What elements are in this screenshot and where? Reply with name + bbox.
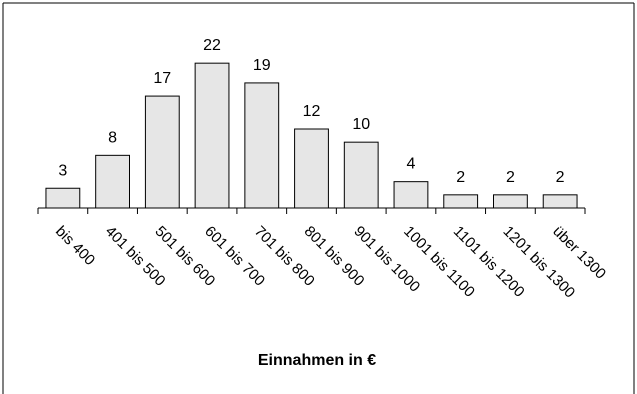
bar-value-label: 19	[253, 57, 271, 74]
bar	[343, 141, 379, 209]
bar-value-label: 10	[352, 116, 370, 133]
x-axis	[37, 207, 586, 214]
bar	[393, 181, 429, 209]
bar	[194, 62, 230, 209]
bar-value-label: 2	[456, 169, 465, 186]
bar-value-label: 22	[203, 37, 221, 54]
bar-value-label: 3	[58, 162, 67, 179]
bar	[443, 194, 479, 209]
bar	[294, 128, 329, 209]
bar	[144, 95, 180, 209]
bar-value-label: 17	[153, 70, 171, 87]
bar-value-label: 12	[303, 103, 321, 120]
bar	[45, 187, 81, 209]
bar	[95, 154, 130, 209]
x-tick-label: bis 400	[52, 223, 98, 269]
bar	[244, 82, 280, 209]
x-axis-title: Einnahmen in €	[258, 352, 376, 369]
bar-value-label: 4	[407, 156, 416, 173]
bar	[542, 194, 578, 209]
bars-layer	[45, 62, 578, 209]
bar-value-label: 2	[506, 169, 515, 186]
bar-value-label: 8	[108, 129, 117, 146]
bar	[493, 194, 528, 209]
bar-value-label: 2	[556, 169, 565, 186]
